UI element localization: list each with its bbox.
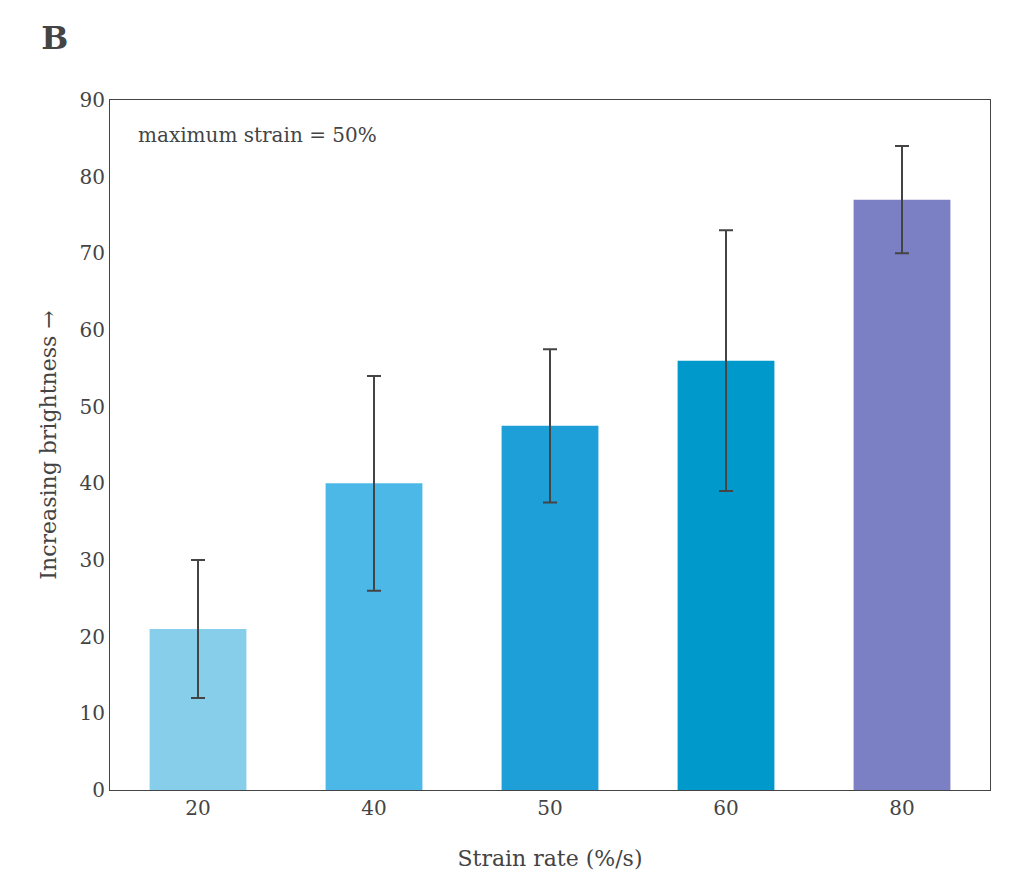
- svg-text:60: 60: [80, 318, 105, 342]
- svg-text:50: 50: [80, 395, 105, 419]
- svg-text:10: 10: [80, 701, 105, 725]
- svg-text:80: 80: [80, 165, 105, 189]
- svg-text:60: 60: [713, 796, 738, 820]
- svg-text:B: B: [41, 19, 68, 57]
- svg-text:70: 70: [80, 241, 105, 265]
- svg-text:maximum strain = 50%: maximum strain = 50%: [138, 123, 377, 147]
- svg-text:50: 50: [537, 796, 562, 820]
- svg-text:90: 90: [80, 88, 105, 112]
- svg-text:Strain rate (%/s): Strain rate (%/s): [457, 846, 642, 871]
- svg-text:Increasing brightness →: Increasing brightness →: [36, 310, 61, 579]
- svg-text:80: 80: [889, 796, 914, 820]
- svg-text:40: 40: [80, 471, 105, 495]
- svg-text:40: 40: [361, 796, 386, 820]
- svg-text:30: 30: [80, 548, 105, 572]
- svg-text:0: 0: [92, 778, 105, 802]
- svg-text:20: 20: [185, 796, 210, 820]
- svg-text:20: 20: [80, 625, 105, 649]
